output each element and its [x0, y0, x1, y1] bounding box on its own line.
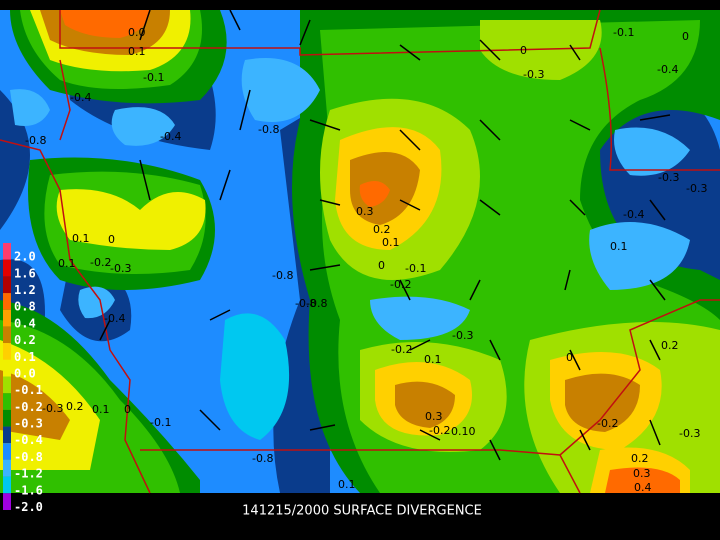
- contour-label: 0: [682, 30, 689, 43]
- contour-label: -0.1: [143, 71, 164, 84]
- contour-fill: [0, 10, 206, 470]
- contour-label: -0.1: [405, 262, 426, 275]
- contour-label: 0.2: [373, 223, 391, 236]
- contour-label: 0.2: [631, 452, 649, 465]
- legend-label: -0.3: [14, 417, 43, 431]
- legend-swatch: [3, 476, 11, 494]
- legend-swatch: [3, 426, 11, 444]
- legend-label: -0.2: [14, 400, 43, 414]
- contour-label: -0.2: [391, 343, 412, 356]
- legend-swatch: [3, 459, 11, 477]
- contour-label: 0.0: [128, 26, 146, 39]
- legend-swatch: [3, 326, 11, 344]
- contour-label: 0.1: [72, 232, 90, 245]
- legend-swatch: [3, 443, 11, 460]
- contour-label: 0.1: [610, 240, 628, 253]
- contour-label: -0.4: [623, 208, 644, 221]
- contour-label: -0.3: [679, 427, 700, 440]
- contour-label: -0.2: [597, 417, 618, 430]
- legend-label: -0.4: [14, 433, 43, 447]
- contour-fill: [0, 10, 640, 440]
- legend-label: 1.6: [14, 266, 36, 280]
- legend-swatch: [3, 243, 11, 260]
- contour-label: 0.1: [58, 257, 76, 270]
- contour-label: -0.3: [523, 68, 544, 81]
- contour-label: -0.4: [160, 130, 181, 143]
- contour-label: -0.8: [252, 452, 273, 465]
- contour-label: 0: [108, 233, 115, 246]
- contour-label: -0.8: [258, 123, 279, 136]
- legend-swatch: [3, 359, 11, 377]
- legend: 2.0 1.6 1.2 0.8 0.4 0.2 0.1 0.0 -0.1 -0.2 -0.3 -0.4…: [3, 243, 43, 514]
- contour-label: -0.4: [70, 91, 91, 104]
- contour-label: 0.3: [633, 467, 651, 480]
- contour-label: 0.1: [382, 236, 400, 249]
- legend-label: 2.0: [14, 250, 36, 264]
- contour-label: 0: [124, 403, 131, 416]
- contour-label: -0.4: [657, 63, 678, 76]
- state-border: [0, 9, 720, 494]
- contour-label: -0.2: [90, 256, 111, 269]
- legend-label: 0.8: [14, 300, 36, 314]
- contour-label: 0.1: [128, 45, 146, 58]
- contour-fill: [220, 313, 290, 440]
- title: 141215/2000 SURFACE DIVERGENCE: [242, 504, 482, 519]
- contour-label: 0.3: [356, 205, 374, 218]
- contour-fill: [0, 20, 720, 493]
- contour-label: -0.8: [25, 134, 46, 147]
- contour-label: -0.3: [42, 402, 63, 415]
- contour-label: 0.3: [425, 410, 443, 423]
- contour-label: 0.1: [424, 353, 442, 366]
- legend-swatch: [3, 293, 11, 310]
- legend-label: -2.0: [14, 500, 43, 514]
- contour-label: 0.2: [66, 400, 84, 413]
- legend-label: 0.0: [14, 366, 36, 380]
- contour-label: -0.1: [150, 416, 171, 429]
- legend-label: -1.2: [14, 467, 43, 481]
- contour-label: -0.4: [104, 312, 125, 325]
- contour-labels: 0.00.1-0.1-0.4-0.8-0.8-0.4-0.80.1 00.1 -0.…: [25, 26, 707, 494]
- contour-label: 0: [566, 351, 573, 364]
- contour-label: -0.3: [110, 262, 131, 275]
- legend-swatch: [3, 309, 11, 327]
- legend-swatch: [3, 343, 11, 360]
- legend-label: -0.8: [14, 450, 43, 464]
- contour-label: -0.8: [306, 297, 327, 310]
- legend-swatch: [3, 259, 11, 277]
- legend-label: 0.2: [14, 333, 36, 347]
- contour-label: 0: [378, 259, 385, 272]
- legend-label: -0.1: [14, 383, 43, 397]
- legend-label: -1.6: [14, 483, 43, 497]
- wind-barb: [99, 9, 671, 461]
- legend-swatch: [3, 493, 11, 510]
- contour-label: 0: [520, 44, 527, 57]
- map: [0, 9, 720, 494]
- legend-swatch: [3, 409, 11, 427]
- legend-swatch: [3, 393, 11, 410]
- contour-label: -0.8: [272, 269, 293, 282]
- contour-label: -0.3: [452, 329, 473, 342]
- contour-label: -0.2: [390, 278, 411, 291]
- legend-swatch: [3, 376, 11, 394]
- contour-label: 0.10: [451, 425, 476, 438]
- contour-label: -0.2: [429, 424, 450, 437]
- contour-label: 0.4: [634, 481, 652, 494]
- legend-label: 0.4: [14, 316, 36, 330]
- legend-swatch: [3, 276, 11, 294]
- contour-label: 0.1: [338, 478, 356, 491]
- legend-label: 1.2: [14, 283, 36, 297]
- contour-label: 0.2: [661, 339, 679, 352]
- contour-label: -0.8: [295, 297, 316, 310]
- contour-label: -0.3: [658, 171, 679, 184]
- contour-label: -0.3: [686, 182, 707, 195]
- legend-label: 0.1: [14, 350, 36, 364]
- contour-label: 0.1: [92, 403, 110, 416]
- contour-label: -0.1: [613, 26, 634, 39]
